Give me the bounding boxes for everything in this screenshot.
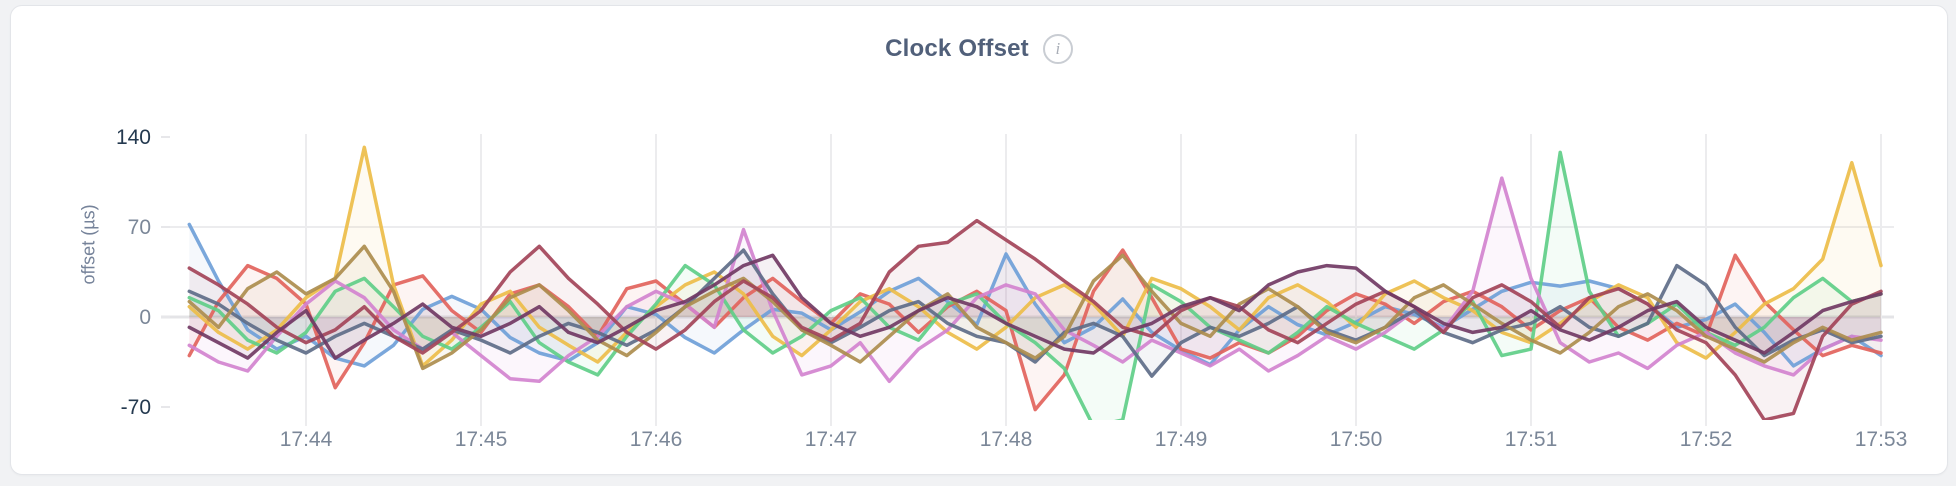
x-tick-label: 17:44 (280, 428, 333, 451)
series-plum-line[interactable] (187, 253, 1883, 360)
series-red-area (189, 250, 1881, 410)
x-tick-label: 17:45 (455, 428, 508, 451)
x-tick-label: 17:52 (1680, 428, 1733, 451)
clock-offset-chart: 140 70 0 -70 17:44 17:45 17:46 17:47 17:48 17:49 1… (116, 126, 1908, 451)
x-tick-label: 17:48 (980, 428, 1033, 451)
series-blue-line[interactable] (187, 222, 1883, 368)
y-tick-label: 70 (128, 216, 151, 239)
x-tick-label: 17:47 (805, 428, 858, 451)
x-tick-label: 17:53 (1855, 428, 1908, 451)
series-khaki-line[interactable] (187, 244, 1883, 371)
series-maroon-line[interactable] (187, 218, 1883, 420)
series-plum-area (189, 255, 1881, 359)
x-tick-label: 17:51 (1505, 428, 1558, 451)
y-tick-label: 140 (116, 126, 151, 149)
info-icon[interactable]: i (1042, 34, 1073, 64)
x-tick-label: 17:46 (630, 428, 683, 451)
chart-header: Clock Offset i (11, 34, 1947, 64)
x-tick-label: 17:49 (1155, 428, 1208, 451)
chart-card: Clock Offset i offset (µs) 140 70 0 -70 17:4… (10, 5, 1948, 475)
x-tick-label: 17:50 (1330, 428, 1383, 451)
y-tick-label: 0 (139, 306, 151, 329)
y-tick-label: -70 (121, 396, 151, 419)
chart-title: Clock Offset (885, 35, 1029, 62)
series-orchid-line[interactable] (187, 176, 1883, 384)
series-slate-area (189, 250, 1881, 377)
